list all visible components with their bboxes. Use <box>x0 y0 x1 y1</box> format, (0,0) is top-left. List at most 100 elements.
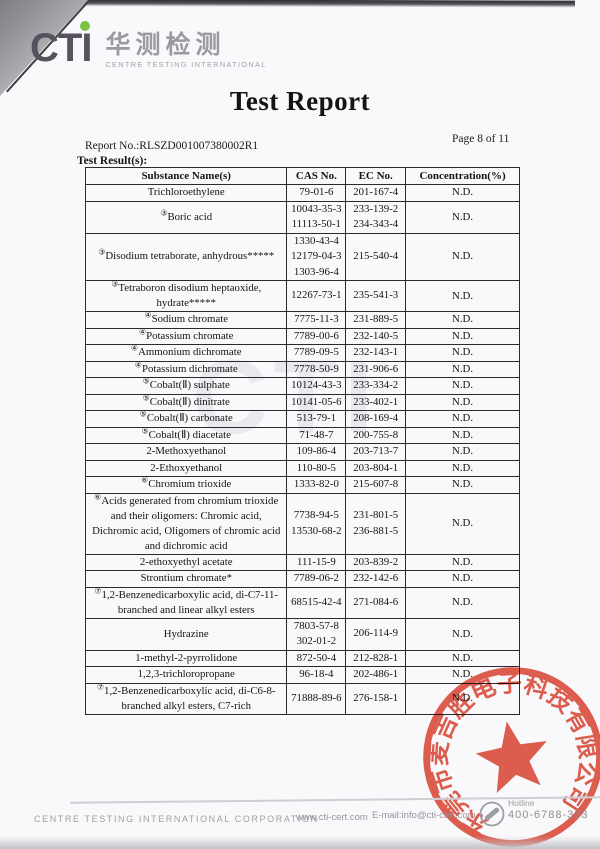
hotline-label: Hotline <box>508 798 535 808</box>
cas-number-cell: 513-79-1 <box>286 410 347 428</box>
table-row: ③Tetraboron disodium heptaoxide, hydrate… <box>84 279 520 312</box>
column-header-concentration: Concentration(%) <box>405 167 520 185</box>
hotline-number: 400-6788-333 <box>508 809 589 821</box>
page-number: Page 8 of 11 <box>452 133 510 145</box>
ec-number-cell: 208-169-4 <box>345 410 407 428</box>
footnote-marker: ⑦ <box>96 681 105 691</box>
table-row: Strontium chromate* 7789-06-2 232-142-6 N.D… <box>84 570 520 588</box>
substance-name-cell: ④Sodium chromate <box>84 311 288 329</box>
ec-number-cell: 215-540-4 <box>345 232 407 281</box>
substance-name-cell: Hydrazine <box>84 617 288 651</box>
table-row: ③Disodium tetraborate, anhydrous***** 133… <box>84 232 520 281</box>
table-row: ⑥Chromium trioxide 1333-82-0 215-607-8 N.D. <box>84 475 520 494</box>
cas-number-cell: 79-01-6 <box>286 184 347 202</box>
table-row: ④Potassium chromate 7789-00-6 232-140-5 N.D… <box>84 327 520 345</box>
table-row: ⑦1,2-Benzenedicarboxylic acid, di-C6-8-b… <box>84 681 520 715</box>
table-row: ④Ammonium dichromate 7789-09-5 232-143-1 N.… <box>84 343 520 362</box>
cas-number-cell: 7803-57-8 302-01-2 <box>286 617 347 651</box>
substance-name-cell: ③Boric acid <box>84 200 288 234</box>
table-row: Trichloroethylene 79-01-6 201-167-4 N.D. <box>84 184 520 202</box>
footnote-marker: ④ <box>130 343 139 353</box>
ec-number-cell: 203-713-7 <box>345 443 407 461</box>
cas-number-cell: 109-86-4 <box>286 443 347 461</box>
substance-name-cell: ④Potassium dichromate <box>84 360 288 378</box>
ec-number-cell: 232-143-1 <box>345 344 407 362</box>
concentration-cell: N.D. <box>405 459 520 477</box>
report-number: Report No.:RLSZD001007380002R1 <box>85 140 259 152</box>
concentration-cell: N.D. <box>405 617 520 651</box>
substance-name-cell: ⑤Cobalt(Ⅱ) sulphate <box>84 376 288 395</box>
substance-name-cell: ⑤Cobalt(Ⅱ) diacetate <box>84 426 288 444</box>
footnote-marker: ⑤ <box>141 426 149 436</box>
page-title: Test Report <box>229 86 371 116</box>
cas-number-cell: 7775-11-3 <box>286 311 347 329</box>
footnote-marker: ③ <box>98 247 106 257</box>
footnote-marker: ⑤ <box>142 393 150 403</box>
substance-name-cell: 1,2,3-trichloropropane <box>84 666 288 684</box>
concentration-cell: N.D. <box>405 426 520 444</box>
substance-name-cell: Strontium chromate* <box>84 570 288 588</box>
substance-name-cell: ⑥Acids generated from chromium trioxide … <box>84 491 288 555</box>
ec-number-cell: 233-402-1 <box>345 393 407 411</box>
phone-icon <box>478 800 506 833</box>
concentration-cell: N.D. <box>405 570 520 588</box>
substance-name-cell: ⑤Cobalt(Ⅱ) dinitrate <box>84 393 288 411</box>
cas-number-cell: 12267-73-1 <box>286 280 347 312</box>
concentration-cell: N.D. <box>405 200 520 234</box>
ec-number-cell: 215-607-8 <box>345 476 407 494</box>
table-row: ④Potassium dichromate 7778-50-9 231-906-6 N… <box>84 360 520 378</box>
concentration-cell: N.D. <box>405 586 520 619</box>
cas-number-cell: 110-80-5 <box>286 459 347 477</box>
ec-number-cell: 202-486-1 <box>345 666 407 684</box>
table-row: ⑤Cobalt(Ⅱ) sulphate 10124-43-3 233-334-2 N.… <box>84 376 520 395</box>
logo-subtitle: CENTRE TESTING INTERNATIONAL <box>105 60 267 69</box>
concentration-cell: N.D. <box>405 344 520 362</box>
concentration-cell: N.D. <box>405 280 520 312</box>
substance-name-cell: ③Tetraboron disodium heptaoxide, hydrate… <box>84 279 288 312</box>
cas-number-cell: 10043-35-3 11113-50-1 <box>286 200 347 234</box>
footnote-marker: ⑤ <box>142 376 150 386</box>
cas-number-cell: 7789-06-2 <box>286 570 347 588</box>
column-header-ec: EC No. <box>345 167 407 185</box>
cas-number-cell: 1330-43-4 12179-04-3 1303-96-4 <box>286 232 347 281</box>
ec-number-cell: 233-334-2 <box>345 377 407 395</box>
ec-number-cell: 276-158-1 <box>345 682 407 715</box>
footnote-marker: ③ <box>111 279 119 289</box>
ec-number-cell: 203-839-2 <box>345 553 407 571</box>
scan-top-edge-artifact <box>67 0 576 8</box>
test-results-label: Test Result(s): <box>77 155 148 167</box>
footer: CENTRE TESTING INTERNATIONAL CORPORATION… <box>0 798 600 844</box>
table-row: 2-Methoxyethanol 109-86-4 203-713-7 N.D. <box>84 443 520 461</box>
concentration-cell: N.D. <box>405 232 520 281</box>
footnote-marker: ③ <box>160 207 168 217</box>
cas-number-cell: 7738-94-5 13530-68-2 <box>286 492 347 555</box>
footer-website: www.cti-cert.com <box>296 812 368 823</box>
substance-name-cell: 2-ethoxyethyl acetate <box>84 553 288 571</box>
concentration-cell: N.D. <box>405 410 520 428</box>
concentration-cell: N.D. <box>405 492 520 555</box>
table-row: ④Sodium chromate 7775-11-3 231-889-5 N.D. <box>84 311 520 329</box>
ec-number-cell: 271-084-6 <box>345 586 407 619</box>
cas-number-cell: 872-50-4 <box>286 649 347 667</box>
concentration-cell: N.D. <box>405 393 520 411</box>
ec-number-cell: 206-114-9 <box>345 617 407 651</box>
cti-logo-text: CTI <box>30 26 92 70</box>
logo-chinese-text: 华测检测 <box>105 31 226 59</box>
footnote-marker: ⑥ <box>94 491 102 501</box>
concentration-cell: N.D. <box>405 311 520 329</box>
company-seal: 东莞市麦吉胜电子科技有限公司 <box>410 656 600 847</box>
logo-green-dot-icon <box>80 21 91 31</box>
table-row: ⑤Cobalt(Ⅱ) dinitrate 10141-05-6 233-402-1 N… <box>84 393 520 411</box>
footnote-marker: ⑥ <box>141 475 149 485</box>
ec-number-cell: 232-140-5 <box>345 327 407 345</box>
substance-name-cell: ⑤Cobalt(Ⅱ) carbonate <box>84 410 288 428</box>
concentration-cell: N.D. <box>405 327 520 345</box>
cas-number-cell: 96-18-4 <box>286 666 347 684</box>
substance-name-cell: ④Potassium chromate <box>84 327 288 345</box>
substance-name-cell: ⑦1,2-Benzenedicarboxylic acid, di-C6-8-b… <box>84 681 288 715</box>
substance-name-cell: Trichloroethylene <box>84 184 288 202</box>
ec-number-cell: 231-801-5 236-881-5 <box>345 492 407 555</box>
cti-logo: CTI 华测检测 CENTRE TESTING INTERNATIONAL <box>30 21 267 70</box>
table-row: 2-Ethoxyethanol 110-80-5 203-804-1 N.D. <box>84 459 520 477</box>
